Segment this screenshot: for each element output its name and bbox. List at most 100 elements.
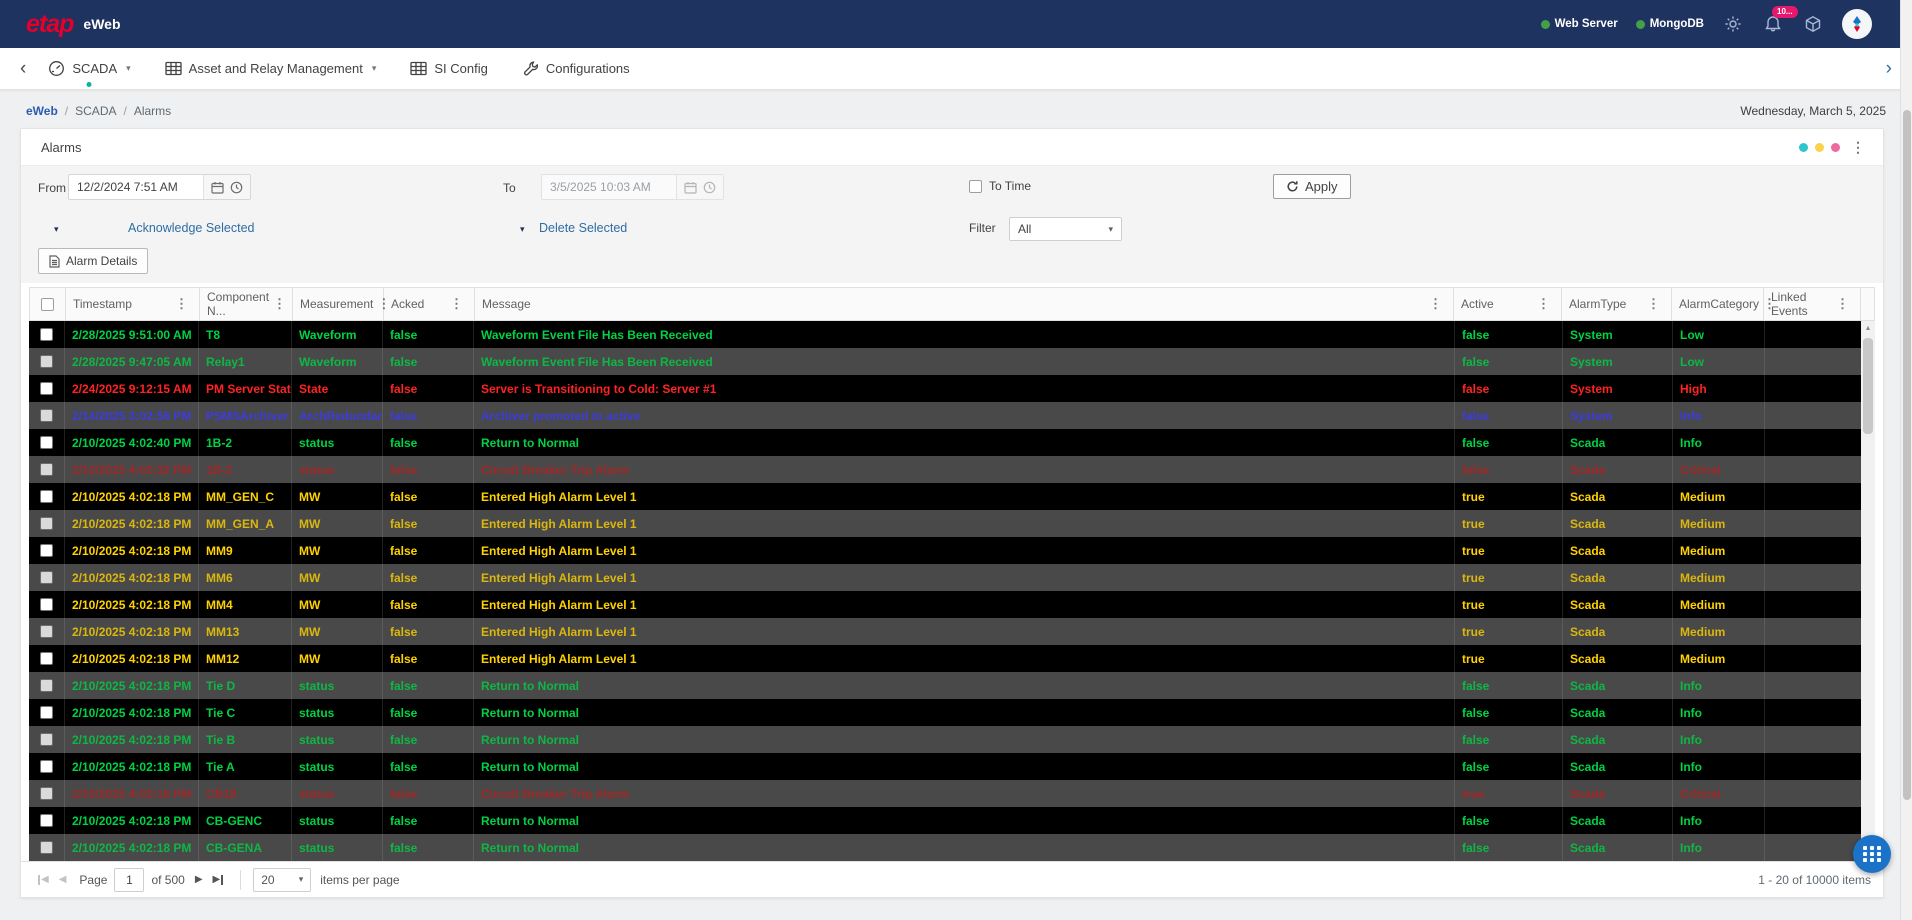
- row-checkbox[interactable]: [40, 733, 53, 746]
- cell-alarm-type: Scada: [1563, 672, 1673, 699]
- apply-button[interactable]: Apply: [1273, 174, 1351, 199]
- column-menu-icon[interactable]: ⋮: [1836, 296, 1849, 311]
- last-page-button[interactable]: ▶: [213, 874, 224, 885]
- cell-acked: false: [383, 753, 474, 780]
- table-row[interactable]: 2/10/2025 4:02:18 PM Tie C status false …: [29, 699, 1861, 726]
- table-row[interactable]: 2/10/2025 4:02:18 PM MM_GEN_A MW false E…: [29, 510, 1861, 537]
- row-checkbox[interactable]: [40, 841, 53, 854]
- status-dot-yellow[interactable]: [1815, 142, 1824, 152]
- row-checkbox[interactable]: [40, 814, 53, 827]
- alarm-details-button[interactable]: Alarm Details: [38, 248, 149, 274]
- calendar-icon[interactable]: [211, 181, 224, 194]
- table-row[interactable]: 2/10/2025 4:02:40 PM 1B-2 status false R…: [29, 429, 1861, 456]
- column-menu-icon[interactable]: ⋮: [1429, 296, 1442, 311]
- cell-message: Circuit Breaker Trip Alarm: [474, 780, 1455, 807]
- row-checkbox[interactable]: [40, 517, 53, 530]
- row-checkbox[interactable]: [40, 598, 53, 611]
- table-scrollbar[interactable]: ▲ ▼: [1861, 287, 1875, 861]
- row-checkbox[interactable]: [40, 760, 53, 773]
- column-menu-icon[interactable]: ⋮: [1763, 296, 1777, 311]
- table-row[interactable]: 2/10/2025 4:02:18 PM MM4 MW false Entere…: [29, 591, 1861, 618]
- row-checkbox[interactable]: [40, 787, 53, 800]
- previous-page-button[interactable]: ◀: [58, 874, 67, 885]
- column-menu-icon[interactable]: ⋮: [450, 296, 463, 311]
- next-page-button[interactable]: ▶: [194, 874, 203, 885]
- table-row[interactable]: 2/28/2025 9:47:05 AM Relay1 Waveform fal…: [29, 348, 1861, 375]
- row-checkbox[interactable]: [40, 679, 53, 692]
- window-scrollbar[interactable]: [1900, 0, 1912, 920]
- cell-active: true: [1455, 537, 1563, 564]
- row-checkbox[interactable]: [40, 328, 53, 341]
- row-checkbox[interactable]: [40, 652, 53, 665]
- table-row[interactable]: 2/10/2025 4:02:18 PM MM9 MW false Entere…: [29, 537, 1861, 564]
- table-row[interactable]: 2/10/2025 4:02:18 PM MM13 MW false Enter…: [29, 618, 1861, 645]
- row-checkbox[interactable]: [40, 571, 53, 584]
- row-checkbox[interactable]: [40, 625, 53, 638]
- row-checkbox[interactable]: [40, 463, 53, 476]
- table-row[interactable]: 2/28/2025 9:51:00 AM T8 Waveform false W…: [29, 321, 1861, 348]
- nav-item-scada[interactable]: SCADA ▾: [48, 48, 131, 89]
- nav-item-asset-relay[interactable]: Asset and Relay Management ▾: [165, 48, 376, 89]
- acknowledge-caret-icon[interactable]: ▾: [54, 224, 59, 234]
- column-menu-icon[interactable]: ⋮: [273, 296, 287, 311]
- to-datetime-input[interactable]: [542, 175, 676, 199]
- table-row[interactable]: 2/10/2025 4:02:18 PM CB-GENA status fals…: [29, 834, 1861, 861]
- settings-gear-icon[interactable]: [1722, 13, 1744, 35]
- table-row[interactable]: 2/10/2025 4:02:18 PM CB18 status false C…: [29, 780, 1861, 807]
- breadcrumb-scada[interactable]: SCADA: [75, 104, 117, 118]
- row-checkbox[interactable]: [40, 355, 53, 368]
- clock-icon[interactable]: [230, 181, 243, 194]
- table-row[interactable]: 2/10/2025 4:02:18 PM MM12 MW false Enter…: [29, 645, 1861, 672]
- table-row[interactable]: 2/10/2025 4:02:18 PM CB-GENC status fals…: [29, 807, 1861, 834]
- filter-dropdown[interactable]: All ▾: [1009, 217, 1122, 241]
- breadcrumb-eweb[interactable]: eWeb: [26, 104, 58, 118]
- select-all-checkbox[interactable]: [41, 297, 54, 311]
- row-checkbox[interactable]: [40, 544, 53, 557]
- cell-message: Return to Normal: [474, 699, 1455, 726]
- page-size-dropdown[interactable]: 20 ▾: [253, 867, 312, 892]
- scroll-up-icon[interactable]: ▲: [1861, 321, 1875, 336]
- nav-item-si-config[interactable]: SI Config: [410, 48, 488, 89]
- table-header-row: Timestamp ⋮ Component N... ⋮ Measurement ⋮ …: [29, 287, 1861, 321]
- row-checkbox[interactable]: [40, 706, 53, 719]
- table-row[interactable]: 2/10/2025 4:02:18 PM MM6 MW false Entere…: [29, 564, 1861, 591]
- delete-caret-icon[interactable]: ▾: [520, 224, 525, 234]
- cell-measurement: ArchRedundancy: [292, 402, 383, 429]
- table-row[interactable]: 2/10/2025 4:02:18 PM MM_GEN_C MW false E…: [29, 483, 1861, 510]
- table-row[interactable]: 2/10/2025 4:02:18 PM Tie A status false …: [29, 753, 1861, 780]
- panel-menu-icon[interactable]: ⋮: [1851, 138, 1865, 155]
- row-checkbox[interactable]: [40, 409, 53, 422]
- column-menu-icon[interactable]: ⋮: [1647, 296, 1660, 311]
- table-row[interactable]: 2/10/2025 4:02:18 PM Tie B status false …: [29, 726, 1861, 753]
- column-menu-icon[interactable]: ⋮: [377, 296, 391, 311]
- cell-measurement: Waveform: [292, 321, 383, 348]
- table-row[interactable]: 2/10/2025 4:02:32 PM 1B-2 status false C…: [29, 456, 1861, 483]
- column-menu-icon[interactable]: ⋮: [175, 296, 188, 311]
- status-dot-pink[interactable]: [1831, 142, 1840, 152]
- table-row[interactable]: 2/10/2025 4:02:18 PM Tie D status false …: [29, 672, 1861, 699]
- notifications-bell-icon[interactable]: 10...: [1762, 6, 1798, 35]
- table-row[interactable]: 2/24/2025 9:12:15 AM PM Server State Sta…: [29, 375, 1861, 402]
- chevron-left-icon[interactable]: ‹: [20, 58, 27, 79]
- apps-launcher-button[interactable]: [1853, 835, 1891, 873]
- column-menu-icon[interactable]: ⋮: [1537, 296, 1550, 311]
- delete-selected-link[interactable]: Delete Selected: [539, 221, 628, 235]
- user-avatar[interactable]: [1842, 9, 1872, 39]
- row-checkbox[interactable]: [40, 382, 53, 395]
- table-row[interactable]: 2/14/2025 3:02:58 PM PSMSArchiver ArchRe…: [29, 402, 1861, 429]
- app-name: eWeb: [83, 16, 121, 32]
- nav-item-configurations[interactable]: Configurations: [522, 48, 630, 89]
- row-checkbox[interactable]: [40, 436, 53, 449]
- window-scrollbar-thumb[interactable]: [1903, 110, 1911, 800]
- scrollbar-thumb[interactable]: [1863, 338, 1873, 434]
- package-cube-icon[interactable]: [1802, 13, 1824, 35]
- chevron-right-icon[interactable]: ›: [1885, 58, 1892, 79]
- to-time-checkbox[interactable]: [969, 179, 982, 193]
- row-checkbox[interactable]: [40, 490, 53, 503]
- cell-measurement: MW: [292, 537, 383, 564]
- first-page-button[interactable]: ◀: [38, 874, 49, 885]
- status-dot-teal[interactable]: [1799, 142, 1808, 152]
- page-number-input[interactable]: [114, 867, 145, 892]
- acknowledge-selected-link[interactable]: Acknowledge Selected: [128, 221, 255, 235]
- from-datetime-input[interactable]: [69, 175, 203, 199]
